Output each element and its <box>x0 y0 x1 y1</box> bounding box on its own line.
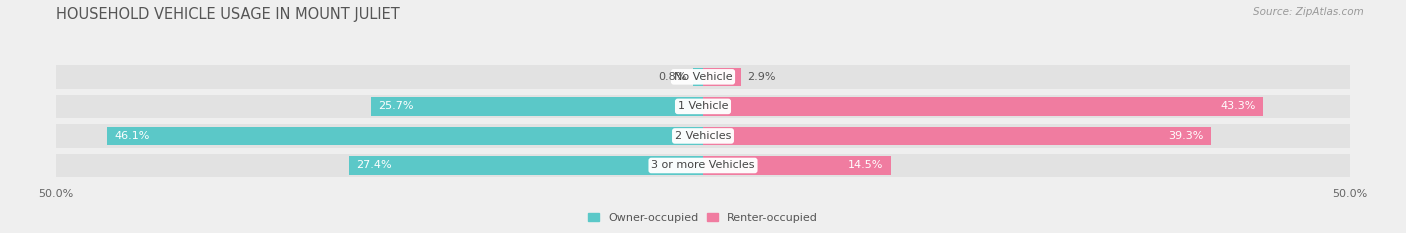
Legend: Owner-occupied, Renter-occupied: Owner-occupied, Renter-occupied <box>583 209 823 227</box>
Bar <box>693 68 703 86</box>
Bar <box>107 127 703 145</box>
Bar <box>371 97 703 116</box>
Bar <box>703 124 1350 148</box>
Bar <box>703 68 741 86</box>
Bar <box>56 124 703 148</box>
Bar <box>56 154 703 177</box>
Bar <box>703 97 1263 116</box>
Bar <box>703 154 1350 177</box>
Text: 27.4%: 27.4% <box>356 161 392 171</box>
Bar <box>703 95 1350 118</box>
Bar <box>703 65 1350 89</box>
Text: 1 Vehicle: 1 Vehicle <box>678 101 728 111</box>
Text: No Vehicle: No Vehicle <box>673 72 733 82</box>
Bar <box>56 65 703 89</box>
Text: HOUSEHOLD VEHICLE USAGE IN MOUNT JULIET: HOUSEHOLD VEHICLE USAGE IN MOUNT JULIET <box>56 7 399 22</box>
Text: 0.8%: 0.8% <box>658 72 686 82</box>
Text: 39.3%: 39.3% <box>1168 131 1204 141</box>
Bar <box>703 127 1212 145</box>
Text: 46.1%: 46.1% <box>114 131 150 141</box>
Text: 43.3%: 43.3% <box>1220 101 1256 111</box>
Text: Source: ZipAtlas.com: Source: ZipAtlas.com <box>1253 7 1364 17</box>
Text: 2 Vehicles: 2 Vehicles <box>675 131 731 141</box>
Text: 3 or more Vehicles: 3 or more Vehicles <box>651 161 755 171</box>
Text: 2.9%: 2.9% <box>747 72 776 82</box>
Text: 25.7%: 25.7% <box>378 101 413 111</box>
Bar <box>56 95 703 118</box>
Text: 14.5%: 14.5% <box>848 161 883 171</box>
Bar <box>703 156 890 175</box>
Bar <box>349 156 703 175</box>
